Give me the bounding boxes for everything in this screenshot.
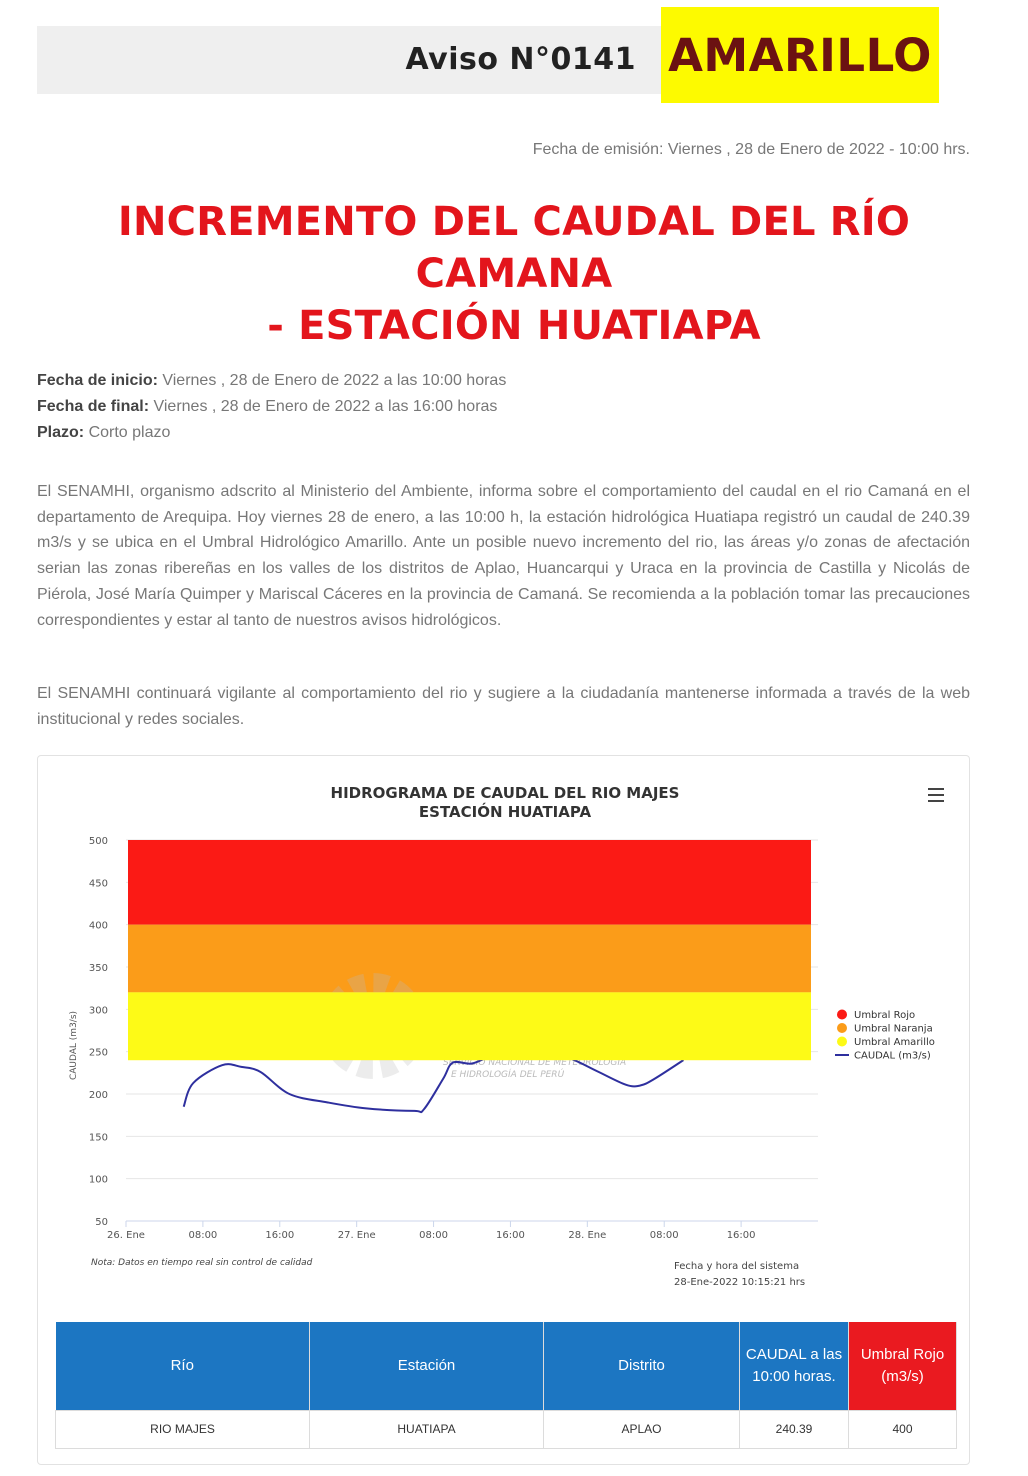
header-rio: Río (55, 1322, 310, 1410)
cell-distrito: APLAO (543, 1409, 740, 1449)
x-tick-label: 16:00 (496, 1230, 525, 1241)
header-caudal: CAUDAL a las 10:00 horas. (739, 1322, 849, 1410)
x-tick-label: 08:00 (419, 1230, 448, 1241)
header-distrito: Distrito (543, 1322, 740, 1410)
legend-marker (837, 1023, 847, 1033)
notice-header-bar: Aviso N°0141 (37, 26, 662, 94)
station-table: Río Estación Distrito CAUDAL a las 10:00… (55, 1322, 957, 1449)
table-header-row: Río Estación Distrito CAUDAL a las 10:00… (55, 1322, 957, 1410)
hydrograph-chart: HIDROGRAMA DE CAUDAL DEL RIO MAJESESTACI… (69, 784, 935, 1288)
alert-level-label: AMARILLO (668, 28, 932, 82)
notice-meta: Fecha de inicio: Viernes , 28 de Enero d… (37, 368, 506, 446)
notice-number: Aviso N°0141 (405, 42, 636, 77)
meta-end-row: Fecha de final: Viernes , 28 de Enero de… (37, 394, 506, 420)
threshold-band (128, 924, 811, 993)
emission-date: Fecha de emisión: Viernes , 28 de Enero … (532, 141, 970, 158)
watermark-sub2: E HIDROLOGÍA DEL PERÚ (451, 1068, 565, 1080)
cell-estacion: HUATIAPA (309, 1409, 544, 1449)
y-tick-label: 50 (95, 1217, 108, 1228)
y-tick-label: 250 (89, 1048, 108, 1059)
hydrograph-card: HIDROGRAMA DE CAUDAL DEL RIO MAJES ESTACI… (37, 755, 970, 1465)
legend-marker (837, 1036, 847, 1047)
y-tick-label: 500 (89, 836, 108, 847)
page-title: INCREMENTO DEL CAUDAL DEL RÍO CAMANA - E… (20, 196, 1008, 352)
y-tick-label: 100 (89, 1175, 108, 1186)
header-estacion: Estación (309, 1322, 544, 1410)
x-tick-label: 08:00 (650, 1230, 679, 1241)
meta-end-value: Viernes , 28 de Enero de 2022 a las 16:0… (149, 398, 498, 415)
system-time-value: 28-Ene-2022 10:15:21 hrs (674, 1277, 805, 1288)
x-tick-label: 27. Ene (338, 1230, 376, 1241)
legend-label: CAUDAL (m3/s) (854, 1051, 931, 1062)
description-paragraph: El SENAMHI, organismo adscrito al Minist… (37, 483, 970, 629)
y-tick-label: 450 (89, 878, 108, 889)
meta-start-row: Fecha de inicio: Viernes , 28 de Enero d… (37, 368, 506, 394)
legend-label: Umbral Amarillo (854, 1037, 935, 1048)
meta-end-label: Fecha de final: (37, 398, 150, 415)
legend-label: Umbral Rojo (854, 1010, 915, 1021)
y-axis-label: CAUDAL (m3/s) (69, 1011, 79, 1080)
meta-start-label: Fecha de inicio: (37, 372, 158, 389)
chart-subtitle: ESTACIÓN HUATIAPA (419, 802, 592, 821)
chart-menu-icon[interactable] (928, 788, 944, 802)
y-tick-label: 150 (89, 1132, 108, 1143)
recommendation-paragraph: El SENAMHI continuará vigilante al compo… (37, 685, 970, 728)
threshold-band (128, 840, 811, 925)
meta-term-label: Plazo: (37, 424, 85, 441)
x-tick-label: 16:00 (727, 1230, 756, 1241)
legend-label: Umbral Naranja (854, 1024, 933, 1035)
x-tick-label: 16:00 (265, 1230, 294, 1241)
alert-level-badge: AMARILLO (661, 7, 939, 103)
cell-caudal: 240.39 (739, 1409, 849, 1449)
meta-start-value: Viernes , 28 de Enero de 2022 a las 10:0… (157, 372, 507, 389)
y-tick-label: 300 (89, 1005, 108, 1016)
header-umbral-rojo: Umbral Rojo (m3/s) (848, 1322, 957, 1410)
title-line-1: INCREMENTO DEL CAUDAL DEL RÍO CAMANA (117, 199, 911, 297)
x-tick-label: 28. Ene (568, 1230, 606, 1241)
threshold-band-overlay (128, 992, 811, 1061)
legend-marker (837, 1009, 847, 1020)
x-tick-label: 26. Ene (107, 1230, 145, 1241)
caudal-series-line (182, 1042, 684, 1114)
y-tick-label: 350 (89, 963, 108, 974)
table-row: RIO MAJES HUATIAPA APLAO 240.39 400 (55, 1409, 957, 1449)
cell-rio: RIO MAJES (55, 1409, 310, 1449)
y-tick-label: 400 (89, 921, 108, 932)
x-tick-label: 08:00 (188, 1230, 217, 1241)
system-time-label: Fecha y hora del sistema (674, 1261, 799, 1272)
chart-note: Nota: Datos en tiempo real sin control d… (91, 1258, 313, 1268)
title-line-2: - ESTACIÓN HUATIAPA (267, 303, 761, 349)
y-tick-label: 200 (89, 1090, 108, 1101)
meta-term-value: Corto plazo (84, 424, 171, 441)
cell-umbral-rojo: 400 (848, 1409, 957, 1449)
chart-title: HIDROGRAMA DE CAUDAL DEL RIO MAJES (331, 784, 680, 802)
meta-term-row: Plazo: Corto plazo (37, 420, 506, 446)
